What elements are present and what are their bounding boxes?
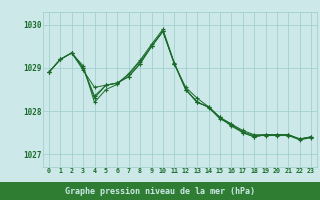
Text: Graphe pression niveau de la mer (hPa): Graphe pression niveau de la mer (hPa) (65, 187, 255, 196)
